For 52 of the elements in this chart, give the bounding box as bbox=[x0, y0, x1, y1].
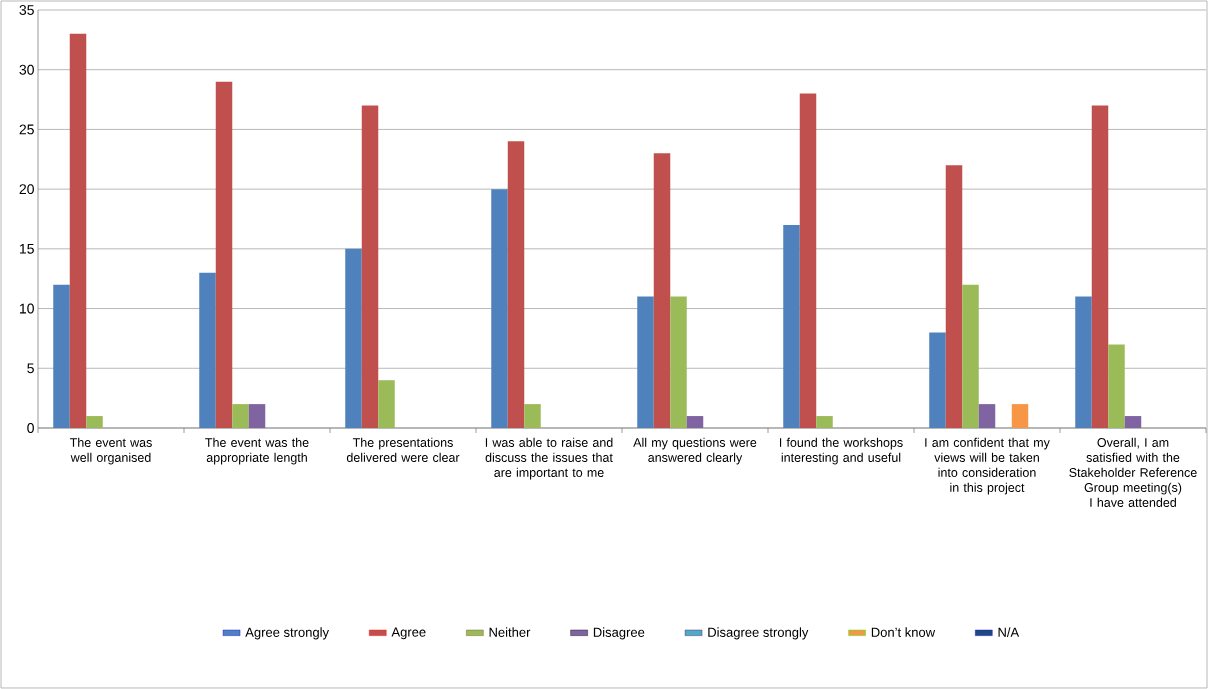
bar bbox=[1011, 404, 1029, 428]
bar bbox=[670, 296, 687, 428]
bar bbox=[215, 81, 233, 428]
bar bbox=[53, 284, 70, 428]
x-tick-label: I am confident that my views will be taken into consideration in this project bbox=[925, 437, 1050, 495]
bar bbox=[978, 404, 996, 428]
legend-label: Neither bbox=[489, 627, 531, 637]
y-tick-label: 5 bbox=[27, 363, 34, 374]
bar bbox=[524, 404, 541, 428]
bar bbox=[1075, 296, 1092, 428]
bar bbox=[361, 105, 379, 428]
bar bbox=[507, 141, 525, 428]
bar bbox=[962, 284, 979, 428]
y-tick-label: 0 bbox=[27, 423, 34, 433]
x-tick-label: All my questions were answered clearly bbox=[633, 437, 757, 465]
y-tick-label: 30 bbox=[19, 64, 34, 75]
bar bbox=[816, 416, 833, 428]
bar bbox=[799, 93, 817, 428]
bar bbox=[69, 33, 87, 428]
bar bbox=[1124, 416, 1142, 428]
x-tick-label: The event was well organised bbox=[69, 437, 152, 465]
x-tick-label: I was able to raise and discuss the issues that are important to me bbox=[485, 437, 613, 480]
bar bbox=[199, 272, 216, 428]
x-tick-label: I found the workshops interesting and useful bbox=[779, 437, 903, 465]
bar bbox=[1091, 105, 1109, 428]
bar bbox=[232, 404, 249, 428]
y-tick-label: 25 bbox=[19, 124, 34, 135]
x-tick-label: Overall, I am satisfied with the Stakeholder Reference Group meeting(s) I have attended bbox=[1069, 437, 1197, 507]
bar bbox=[1108, 344, 1125, 428]
bar bbox=[783, 224, 800, 428]
y-tick-label: 15 bbox=[19, 243, 34, 254]
x-tick-label: The presentations delivered were clear bbox=[346, 437, 460, 462]
bar bbox=[378, 380, 395, 428]
bar bbox=[637, 296, 654, 428]
legend-label: Disagree bbox=[593, 627, 645, 640]
bar bbox=[945, 165, 963, 428]
bar bbox=[491, 189, 508, 428]
legend-label: Agree bbox=[391, 627, 426, 640]
bar bbox=[345, 248, 362, 428]
y-tick-label: 35 bbox=[19, 5, 34, 15]
bar bbox=[86, 416, 103, 428]
x-tick-label: The event was the appropriate length bbox=[205, 437, 309, 465]
bar bbox=[686, 416, 704, 428]
legend-label: Agree strongly bbox=[245, 627, 330, 640]
y-tick-label: 20 bbox=[19, 184, 34, 195]
bar bbox=[653, 153, 671, 428]
y-tick-label: 10 bbox=[19, 303, 34, 314]
legend-label: Disagree strongly bbox=[708, 627, 809, 640]
bar bbox=[929, 332, 946, 428]
legend-label: Don’t know bbox=[871, 627, 936, 637]
legend-label: N/A bbox=[998, 627, 1020, 637]
bar bbox=[248, 404, 266, 428]
